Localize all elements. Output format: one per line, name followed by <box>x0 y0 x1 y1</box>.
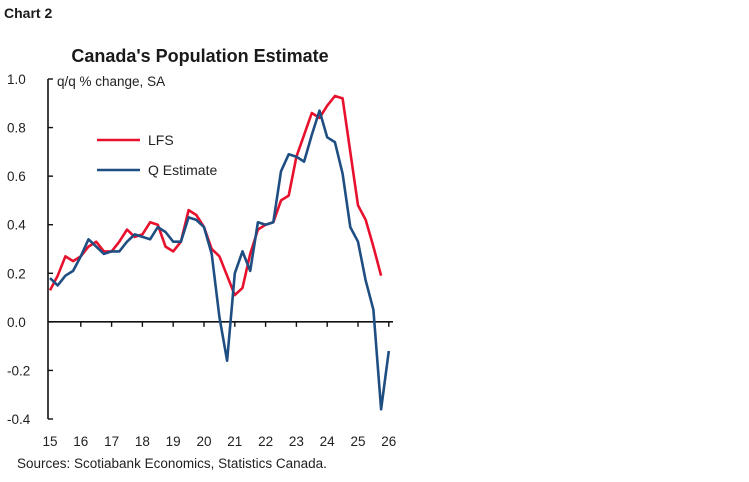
y-tick-label: 0.0 <box>7 315 26 330</box>
y-tick-label: -0.2 <box>7 363 30 378</box>
x-tick-label: 17 <box>104 434 119 449</box>
chart-label: Chart 2 <box>4 5 53 21</box>
x-tick-label: 22 <box>258 434 273 449</box>
y-tick-label: 1.0 <box>7 72 26 87</box>
x-tick-label: 16 <box>73 434 88 449</box>
sources-note: Sources: Scotiabank Economics, Statistic… <box>17 456 327 471</box>
x-tick-label: 26 <box>381 434 396 449</box>
x-tick-label: 19 <box>166 434 181 449</box>
series-line-lfs <box>48 94 383 297</box>
chart-title: Canada's Population Estimate <box>71 46 328 66</box>
x-tick-label: 23 <box>289 434 304 449</box>
y-tick-label: 0.2 <box>7 266 26 281</box>
x-tick-label: 15 <box>42 434 57 449</box>
x-tick-label: 25 <box>350 434 365 449</box>
x-tick-label: 20 <box>196 434 211 449</box>
legend-label: LFS <box>148 132 174 148</box>
axes: 1.0 0.8 0.6 0.4 0.2 0.0 -0.2 -0.4 15 16 17 18 19 20 21… <box>7 72 396 449</box>
y-tick-label: 0.6 <box>7 169 26 184</box>
y-tick-label: -0.4 <box>7 412 31 427</box>
y-tick-label: 0.8 <box>7 121 26 136</box>
y-tick-label: 0.4 <box>7 218 26 233</box>
x-tick-label: 21 <box>227 434 242 449</box>
series-lines <box>48 94 391 411</box>
y-axis-label: q/q % change, SA <box>57 74 165 89</box>
legend: LFS Q Estimate <box>97 132 217 178</box>
series-line-q-estimate <box>49 109 391 411</box>
x-tick-label: 18 <box>135 434 150 449</box>
x-tick-label: 24 <box>320 434 336 449</box>
legend-label: Q Estimate <box>148 162 217 178</box>
